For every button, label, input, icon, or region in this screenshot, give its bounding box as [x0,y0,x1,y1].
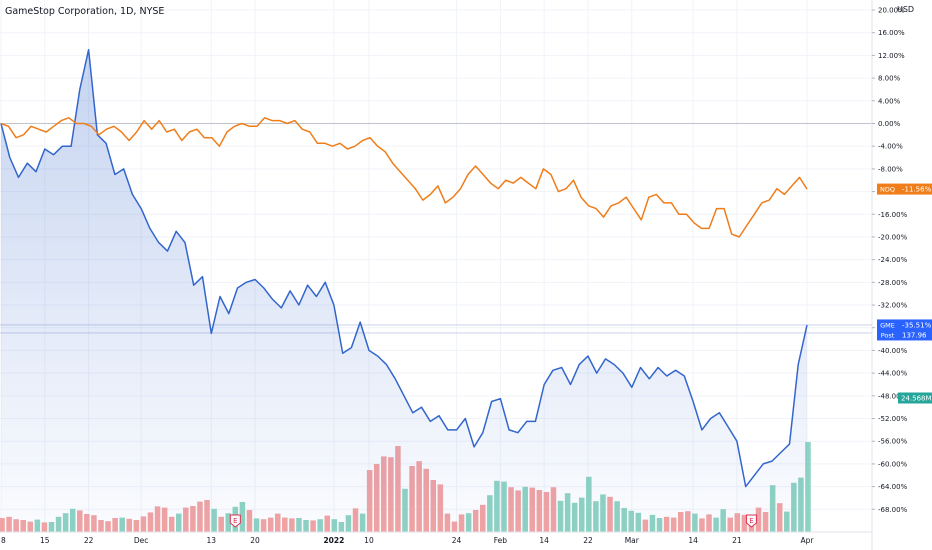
y-tick-label: -4.00% [878,143,903,151]
x-tick-label: Feb [494,536,508,545]
y-tick-label: -52.00% [878,415,908,423]
y-tick-label: 20.00% [878,7,905,15]
y-tick-label: 0.00% [878,120,901,128]
x-tick-label: 14 [539,536,549,545]
y-tick-label: -56.00% [878,438,908,446]
y-tick-label: -8.00% [878,165,903,173]
y-tick-label: -24.00% [878,256,908,264]
y-tick-label: -32.00% [878,302,908,310]
x-tick-label: Apr [801,536,815,545]
volume-bar [805,442,811,532]
currency-label: USD [897,5,915,14]
price-lines [0,48,808,532]
gme-series-name: GME [880,321,895,329]
y-tick-label: -44.00% [878,370,908,378]
ndq-price-label: NDQ -11.56% [877,183,932,195]
y-tick-label: -40.00% [878,347,908,355]
x-tick-label: 21 [732,536,742,545]
gme-price-label: GME -35.51% Post 137.96 [877,319,932,341]
x-tick-label: 14 [688,536,698,545]
y-tick-label: -20.00% [878,233,908,241]
volume-label: 24.568M [898,392,932,404]
gme-line [0,48,808,488]
ndq-last-value: -11.56% [902,186,932,194]
ndq-series-name: NDQ [880,186,895,194]
x-tick-label: 22 [583,536,593,545]
y-tick-label: 8.00% [878,75,901,83]
y-tick-label: -28.00% [878,279,908,287]
x-tick-label: 2022 [323,536,344,545]
gme-last-value: -35.51% [902,321,932,329]
y-tick-label: -48.00% [878,392,908,400]
y-tick-label: 12.00% [878,52,905,60]
x-tick-label: 10 [364,536,374,545]
y-tick-label: 4.00% [878,97,901,105]
gme-area [1,49,807,532]
gme-post-label: Post [881,331,895,339]
chart-title: GameStop Corporation, 1D, NYSE [5,6,165,17]
y-tick-label: 16.00% [878,29,905,37]
x-tick-label: 8 [1,536,6,545]
x-tick-label: 20 [250,536,260,545]
y-tick-label: -68.00% [878,506,908,514]
x-tick-label: Mar [625,536,640,545]
y-tick-label: -64.00% [878,483,908,491]
y-tick-label: -16.00% [878,211,908,219]
x-tick-label: Dec [134,536,149,545]
volume-value: 24.568M [901,395,932,403]
x-tick-label: 22 [84,536,94,545]
x-tick-label: 13 [206,536,216,545]
x-tick-label: 15 [40,536,50,545]
ndq-line [0,117,808,238]
x-tick-label: 24 [452,536,462,545]
price-labels: NDQ -11.56% GME -35.51% Post 137.96 24.568M [877,183,932,404]
axes: 20.00% 16.00% 12.00% 8.00% 4.00% 0.00% -4.00% -… [0,0,908,550]
y-tick-label: -60.00% [878,460,908,468]
gme-post-value: 137.96 [902,331,927,339]
